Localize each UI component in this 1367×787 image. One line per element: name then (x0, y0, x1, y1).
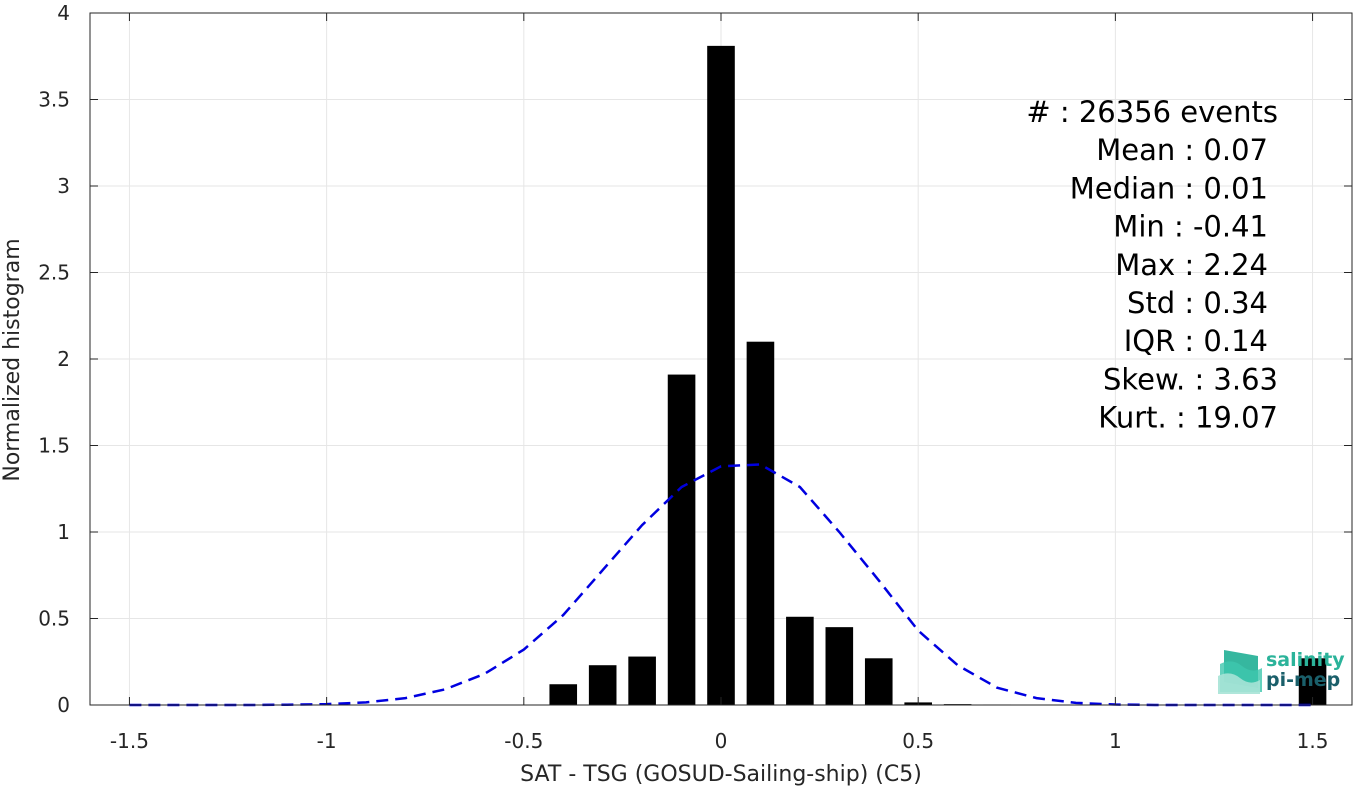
histogram-bar (864, 658, 893, 705)
salinity-pi-mep-logo: salinity pi-mep (1218, 649, 1345, 694)
stat-line: Mean : 0.07 (1096, 133, 1268, 167)
y-tick-label: 4 (57, 1, 70, 25)
histogram-bars (549, 45, 1327, 706)
y-tick-label: 1.5 (38, 434, 70, 458)
y-tick-label: 1 (57, 520, 70, 544)
stat-line: Max : 2.24 (1115, 248, 1268, 282)
y-tick-label: 2.5 (38, 261, 70, 285)
histogram-bar (825, 627, 854, 705)
y-axis-label: Normalized histogram (0, 238, 25, 481)
logo-line2: pi-mep (1266, 669, 1340, 691)
stat-line: Std : 0.34 (1127, 286, 1268, 320)
stat-line: Skew. : 3.63 (1103, 362, 1278, 396)
x-tick-label: -1 (317, 729, 337, 753)
logo-line1: salinity (1266, 649, 1345, 671)
stat-line: IQR : 0.14 (1124, 324, 1268, 358)
stat-line: # : 26356 events (1026, 95, 1278, 129)
stat-line: Min : -0.41 (1113, 210, 1268, 244)
y-tick-label: 0 (57, 693, 70, 717)
axis-ticks: -1.5 -1 -0.5 0 0.5 1 1.5 0 0.5 1 1.5 2 2.5 3 3.5 4 (38, 1, 1352, 753)
histogram-bar (628, 656, 656, 705)
x-tick-label: -0.5 (504, 729, 543, 753)
stat-line: Median : 0.01 (1070, 171, 1268, 205)
x-tick-label: 1 (1109, 729, 1122, 753)
x-axis-label: SAT - TSG (GOSUD-Sailing-ship) (C5) (520, 762, 922, 787)
x-tick-label: 0 (715, 729, 728, 753)
x-tick-label: -1.5 (110, 729, 149, 753)
stat-line: Kurt. : 19.07 (1098, 401, 1278, 435)
y-tick-label: 3.5 (38, 88, 70, 112)
histogram-bar (746, 341, 775, 705)
histogram-bar (707, 45, 735, 706)
histogram-bar (549, 684, 578, 705)
y-tick-label: 0.5 (38, 607, 70, 631)
histogram-bar (786, 616, 814, 705)
histogram-bar (667, 374, 696, 705)
x-tick-label: 0.5 (902, 729, 934, 753)
statistics-box: # : 26356 events Mean : 0.07 Median : 0.01… (1026, 95, 1278, 435)
y-tick-label: 2 (57, 347, 70, 371)
histogram-bar (588, 665, 617, 705)
x-tick-label: 1.5 (1297, 729, 1329, 753)
y-tick-label: 3 (57, 174, 70, 198)
logo-mark-icon (1218, 650, 1262, 694)
